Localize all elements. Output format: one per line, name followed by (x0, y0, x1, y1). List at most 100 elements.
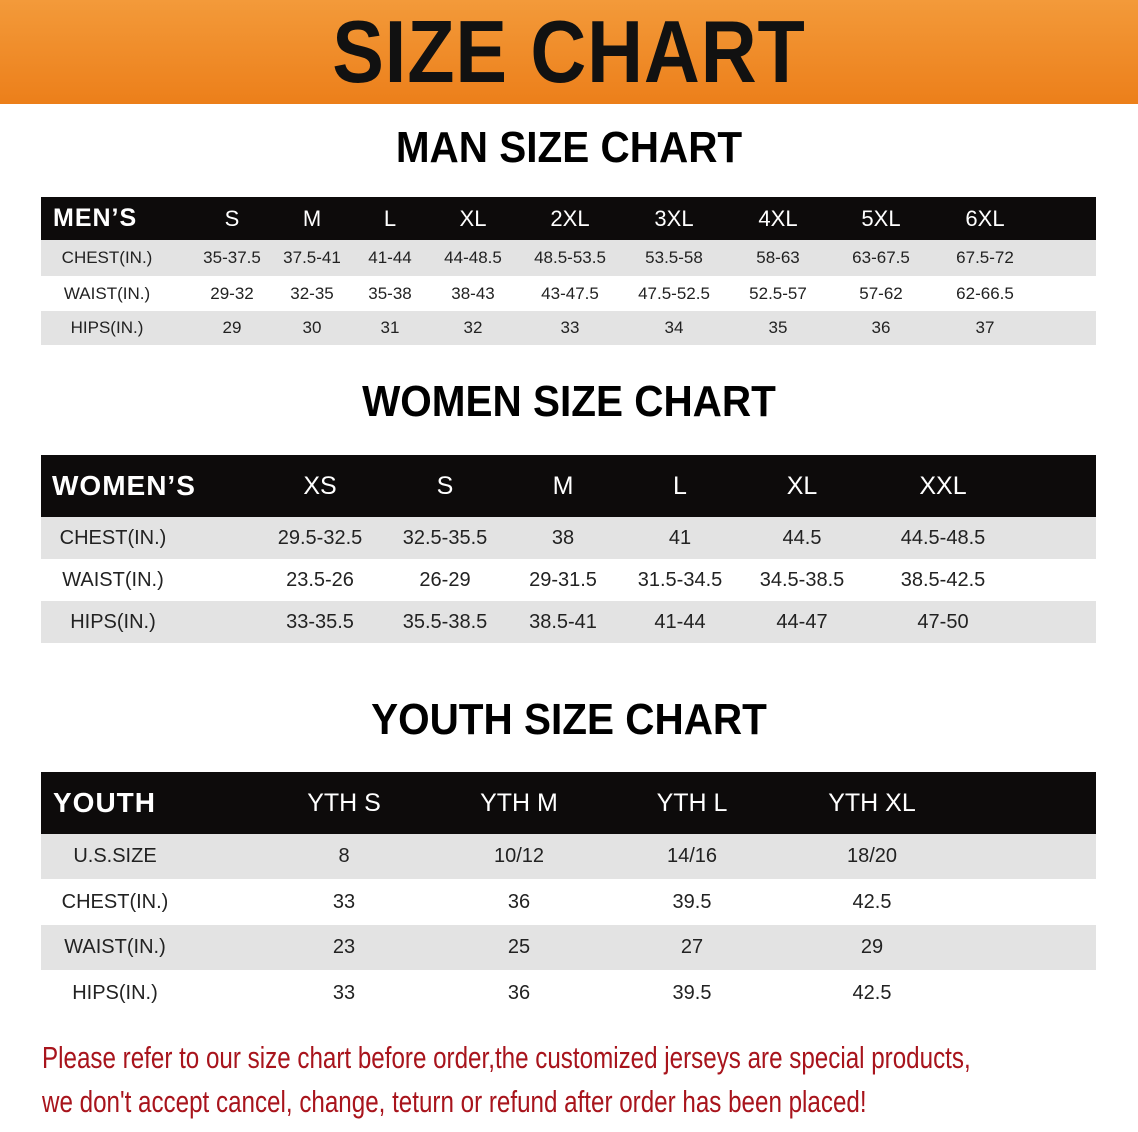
measurement-value: 36 (507, 982, 531, 1004)
measurement-label: HIPS(IN.) (70, 318, 144, 337)
measurement-value: 38-43 (451, 284, 495, 303)
measurement-value: 31.5-34.5 (637, 569, 723, 591)
youth-table-row: CHEST(IN.) 33 36 39.5 42.5 (41, 879, 1096, 925)
measurement-value: 42.5 (852, 891, 892, 913)
measurement-value: 41-44 (654, 611, 706, 633)
measurement-value: 47.5-52.5 (638, 284, 710, 303)
size-column-header: YTH L (656, 789, 728, 817)
size-column-header: M (552, 472, 574, 500)
notice-line-1: Please refer to our size chart before or… (42, 1040, 971, 1075)
measurement-value: 29 (222, 318, 242, 337)
measurement-value: 44-47 (776, 611, 828, 633)
measurement-value: 37 (975, 318, 995, 337)
measurement-value: 23.5-26 (286, 569, 354, 591)
header-label: MEN’S (53, 204, 138, 232)
header-label: YOUTH (53, 787, 156, 818)
measurement-value: 39.5 (672, 982, 712, 1004)
measurement-value: 58-63 (756, 248, 800, 267)
size-column-header: M (302, 206, 322, 231)
measurement-value: 34 (664, 318, 684, 337)
size-column-header: S (224, 206, 240, 231)
measurement-label: HIPS(IN.) (72, 982, 158, 1004)
size-column-header: 2XL (550, 206, 590, 231)
size-column-header: 6XL (965, 206, 1005, 231)
men-header-row: MEN’S S M L XL 2XL 3XL 4XL 5XL 6XL (41, 197, 1096, 240)
measurement-label: U.S.SIZE (73, 845, 157, 867)
men-table-row: WAIST(IN.) 29-32 32-35 35-38 38-43 43-47.5 47.… (41, 276, 1096, 311)
measurement-value: 32 (463, 318, 483, 337)
measurement-label: CHEST(IN.) (61, 248, 153, 267)
banner: SIZE CHART (0, 0, 1138, 104)
size-column-header: YTH S (307, 789, 381, 817)
women-section-title: WOMEN SIZE CHART (362, 377, 776, 426)
measurement-value: 33-35.5 (286, 611, 354, 633)
measurement-value: 29.5-32.5 (277, 527, 363, 549)
measurement-value: 10/12 (493, 845, 545, 867)
men-table-row: CHEST(IN.) 35-37.5 37.5-41 41-44 44-48.5 48.5… (41, 240, 1096, 276)
measurement-value: 34.5-38.5 (759, 569, 845, 591)
women-table-row: HIPS(IN.) 33-35.5 35.5-38.5 38.5-41 41-44 44-… (41, 601, 1096, 643)
youth-section-title: YOUTH SIZE CHART (371, 695, 767, 744)
size-column-header: L (383, 206, 397, 231)
women-table-row: WAIST(IN.) 23.5-26 26-29 29-31.5 31.5-34.5 34… (41, 559, 1096, 601)
notice-line-2: we don't accept cancel, change, teturn o… (42, 1084, 867, 1119)
measurement-value: 38.5-41 (529, 611, 597, 633)
measurement-value: 29-32 (210, 284, 254, 303)
size-column-header: 4XL (758, 206, 798, 231)
measurement-value: 41 (668, 527, 692, 549)
measurement-value: 44.5 (782, 527, 822, 549)
banner-title: SIZE CHART (332, 2, 806, 101)
measurement-value: 30 (302, 318, 322, 337)
size-column-header: YTH M (480, 789, 558, 817)
measurement-value: 33 (332, 891, 356, 913)
youth-table-row: WAIST(IN.) 23 25 27 29 (41, 925, 1096, 970)
measurement-value: 33 (560, 318, 580, 337)
measurement-value: 33 (332, 982, 356, 1004)
measurement-value: 23 (332, 936, 356, 958)
measurement-value: 35.5-38.5 (402, 611, 488, 633)
men-section-title: MAN SIZE CHART (395, 123, 743, 172)
measurement-label: CHEST(IN.) (61, 891, 169, 913)
measurement-value: 41-44 (368, 248, 412, 267)
men-table-row: HIPS(IN.) 29 30 31 32 33 34 35 36 37 (41, 311, 1096, 345)
measurement-value: 44.5-48.5 (900, 527, 986, 549)
measurement-value: 57-62 (859, 284, 903, 303)
measurement-value: 47-50 (917, 611, 969, 633)
header-label: WOMEN’S (52, 470, 196, 501)
size-column-header: XL (459, 206, 487, 231)
measurement-value: 48.5-53.5 (534, 248, 606, 267)
measurement-value: 29-31.5 (529, 569, 597, 591)
youth-table-row: HIPS(IN.) 33 36 39.5 42.5 (41, 970, 1096, 1016)
size-column-header: XS (303, 472, 337, 500)
measurement-value: 43-47.5 (541, 284, 599, 303)
measurement-value: 18/20 (846, 845, 898, 867)
measurement-value: 62-66.5 (956, 284, 1014, 303)
size-column-header: 5XL (861, 206, 901, 231)
measurement-label: WAIST(IN.) (63, 284, 151, 303)
measurement-value: 25 (507, 936, 531, 958)
measurement-value: 42.5 (852, 982, 892, 1004)
measurement-value: 27 (680, 936, 704, 958)
measurement-value: 35-38 (368, 284, 412, 303)
measurement-value: 36 (507, 891, 531, 913)
measurement-value: 29 (860, 936, 884, 958)
size-column-header: 3XL (654, 206, 694, 231)
measurement-value: 37.5-41 (283, 248, 341, 267)
measurement-value: 31 (380, 318, 400, 337)
youth-header-row: YOUTH YTH S YTH M YTH L YTH XL (41, 772, 1096, 834)
size-column-header: XXL (919, 472, 967, 500)
measurement-value: 8 (338, 845, 350, 867)
measurement-value: 53.5-58 (645, 248, 703, 267)
measurement-label: WAIST(IN.) (62, 569, 164, 591)
measurement-value: 52.5-57 (749, 284, 807, 303)
measurement-label: HIPS(IN.) (70, 611, 156, 633)
measurement-value: 14/16 (666, 845, 718, 867)
measurement-value: 38.5-42.5 (900, 569, 986, 591)
size-column-header: S (436, 472, 454, 500)
measurement-value: 39.5 (672, 891, 712, 913)
measurement-label: WAIST(IN.) (64, 936, 166, 958)
measurement-value: 35-37.5 (203, 248, 261, 267)
measurement-value: 32.5-35.5 (402, 527, 488, 549)
measurement-value: 36 (871, 318, 891, 337)
size-column-header: XL (786, 472, 818, 500)
